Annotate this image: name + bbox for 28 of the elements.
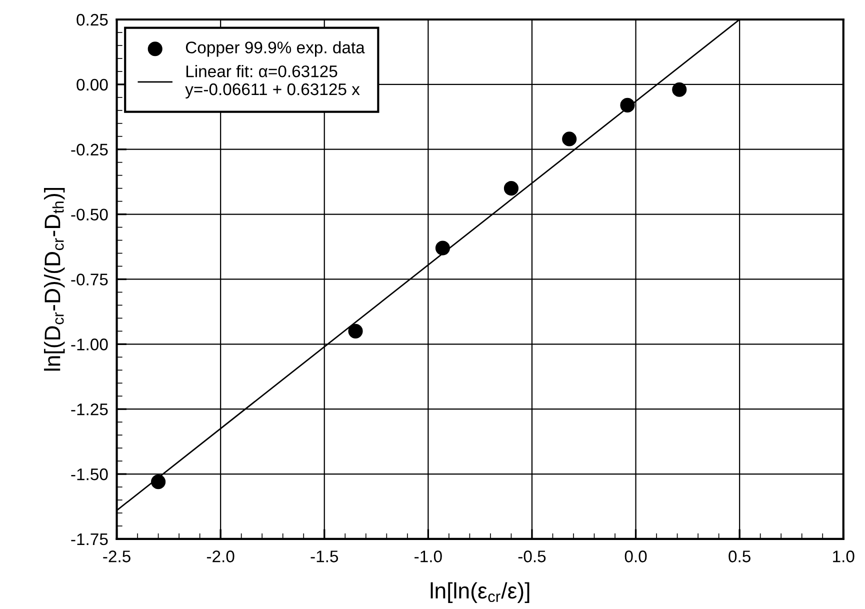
x-tick-label: 0.0 bbox=[624, 550, 647, 562]
y-tick-label: 0.00 bbox=[76, 78, 108, 91]
x-tick-label: 1.0 bbox=[833, 550, 854, 562]
x-tick-label: -1.5 bbox=[310, 550, 338, 562]
x-axis-title: ln[ln(ε$_{cr}$/ε)] bbox=[430, 582, 530, 603]
y-tick-label: -1.25 bbox=[71, 403, 108, 416]
y-tick-label: -1.50 bbox=[71, 468, 108, 480]
x-tick-label: -0.5 bbox=[518, 550, 546, 562]
point bbox=[348, 324, 363, 338]
point bbox=[620, 98, 635, 112]
point bbox=[562, 132, 577, 146]
point bbox=[504, 181, 518, 196]
y-tick-label: 0.25 bbox=[76, 14, 108, 26]
legend-label: Copper 99.9% exp. data bbox=[186, 41, 365, 57]
x-tick-label: 0.5 bbox=[728, 550, 750, 562]
point bbox=[672, 82, 687, 97]
point bbox=[151, 474, 166, 490]
x-tick-label: -1.0 bbox=[414, 550, 442, 562]
y-tick-label: -0.25 bbox=[71, 144, 108, 156]
y-tick-label: -1.75 bbox=[71, 534, 108, 546]
legend-label: Linear fit: α=0.63125 y=-0.06611 + 0.63125 x bbox=[185, 65, 360, 99]
point bbox=[435, 240, 450, 256]
y-axis-title: ln[(D$_{cr}$-D)/(D$_{cr}$-D$_{th}$)] bbox=[44, 188, 65, 371]
y-tick-label: -0.75 bbox=[71, 274, 108, 286]
x-tick-label: -2.0 bbox=[206, 550, 234, 562]
y-tick-label: -0.50 bbox=[71, 208, 108, 220]
x-tick-label: -2.5 bbox=[103, 550, 130, 562]
y-tick-label: -1.00 bbox=[71, 338, 108, 350]
